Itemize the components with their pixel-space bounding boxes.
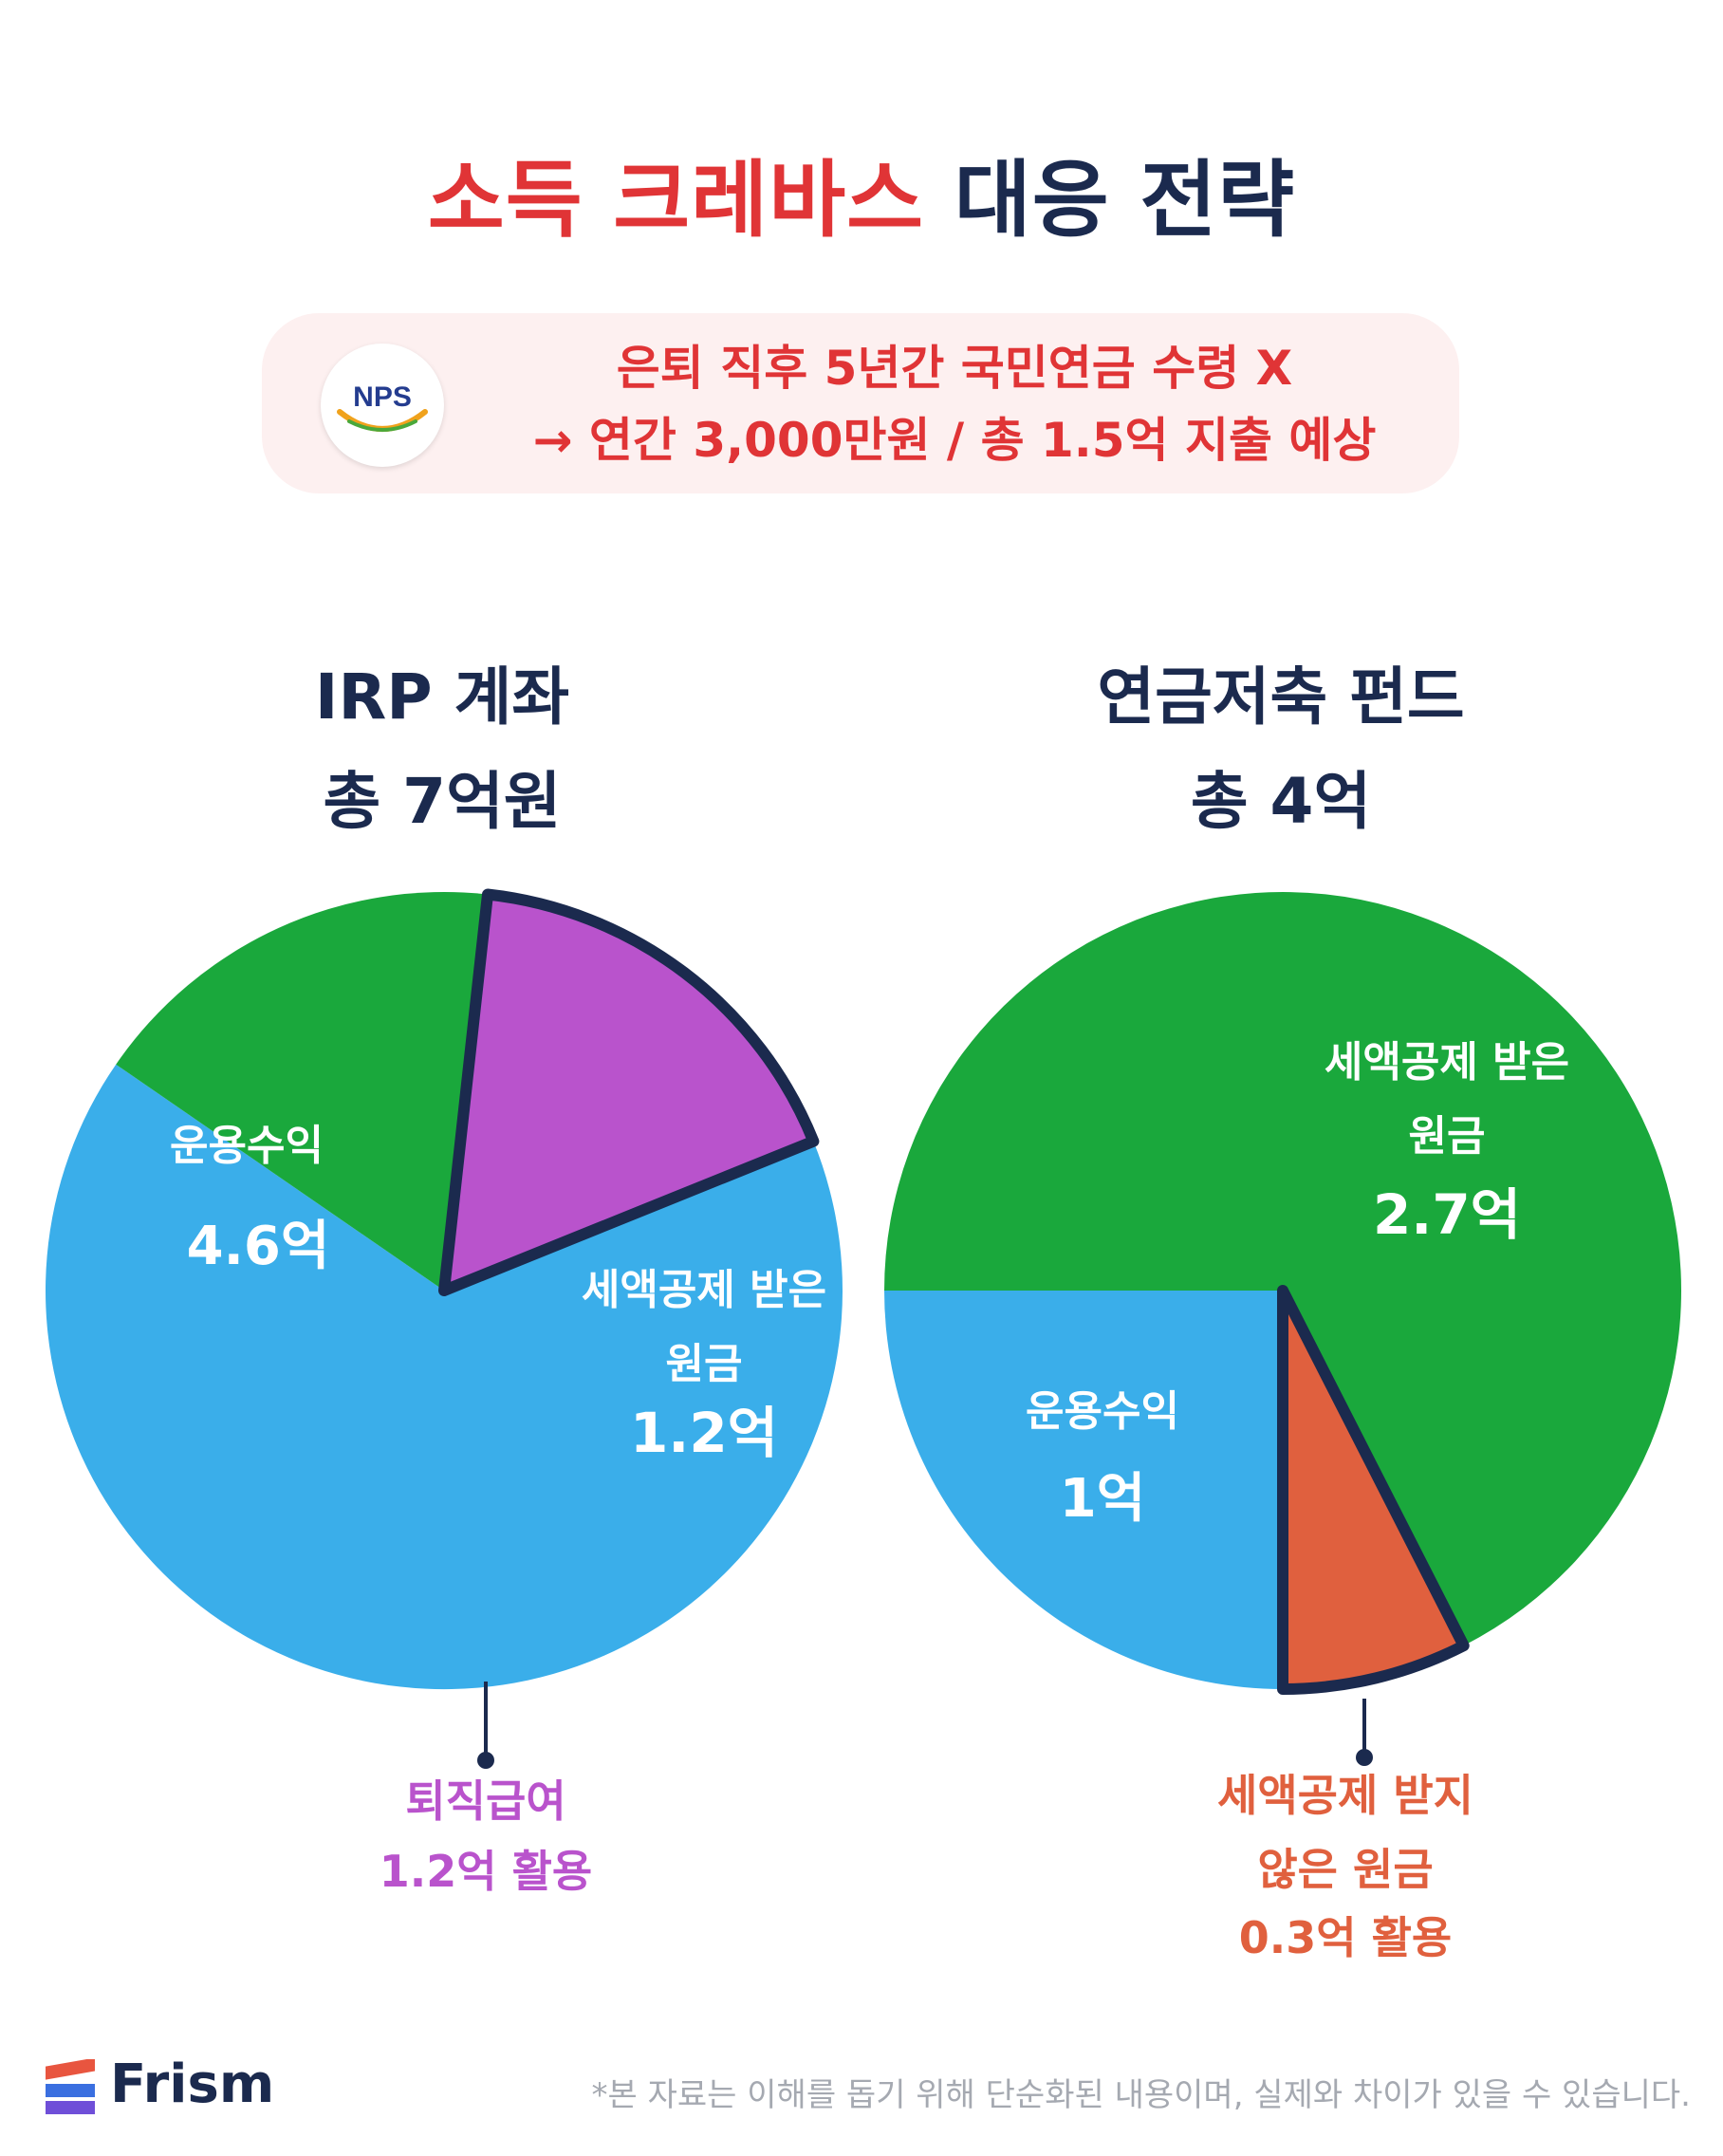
slice-label: 운용수익 xyxy=(1026,1387,1179,1436)
pie-slice xyxy=(116,891,488,1291)
notice-text: 은퇴 직후 5년간 국민연금 수령 X → 연간 3,000만원 / 총 1.5… xyxy=(480,332,1429,476)
slice-label: 원금 xyxy=(1409,1112,1486,1161)
pension-chart-heading: 연금저축 펀드 총 4억 xyxy=(949,645,1613,854)
slice-value: 1.2억 활용 xyxy=(380,1846,592,1897)
nps-logo-icon: NPS xyxy=(337,381,428,432)
slice-label: 퇴직급여 xyxy=(405,1775,565,1827)
pie-slice xyxy=(884,1291,1283,1689)
pie-slice xyxy=(884,891,1681,1646)
slice-label: 세액공제 받지 xyxy=(1217,1770,1473,1821)
frism-logo-icon xyxy=(46,2059,95,2114)
notice-banner: NPS 은퇴 직후 5년간 국민연금 수령 X → 연간 3,000만원 / 총… xyxy=(262,313,1459,493)
slice-value: 1.2억 xyxy=(630,1401,778,1465)
slice-label: 원금 xyxy=(666,1340,743,1388)
nps-logo-text: NPS xyxy=(353,381,412,413)
pension-chart-title: 연금저축 펀드 xyxy=(1097,660,1465,734)
pension-chart-subtitle: 총 4억 xyxy=(1190,765,1372,838)
slice-value: 0.3억 활용 xyxy=(1239,1912,1452,1963)
nps-logo: NPS xyxy=(321,344,444,467)
irp-chart-title: IRP 계좌 xyxy=(314,660,570,734)
slice-value: 4.6억 xyxy=(187,1216,330,1277)
pie-slice xyxy=(45,1064,843,1690)
slice-value: 1억 xyxy=(1060,1468,1146,1530)
irp-chart-subtitle: 총 7억원 xyxy=(323,765,562,838)
notice-line-2: → 연간 3,000만원 / 총 1.5억 지출 예상 xyxy=(532,413,1377,468)
disclaimer: *본 자료는 이해를 돕기 위해 단순화된 내용이며, 실제와 차이가 있을 수… xyxy=(591,2076,1691,2114)
page-title: 소득 크레바스 대응 전략 xyxy=(0,133,1723,253)
leader-dot xyxy=(1356,1749,1373,1766)
title-rest: 대응 전략 xyxy=(954,151,1296,249)
slice-value: 2.7억 xyxy=(1373,1182,1521,1247)
brand-name: Frism xyxy=(110,2054,275,2115)
notice-line-1: 은퇴 직후 5년간 국민연금 수령 X xyxy=(616,341,1293,396)
title-highlight: 소득 크레바스 xyxy=(427,151,925,249)
pie-slice-highlighted xyxy=(1277,1285,1470,1695)
slice-label: 않은 원금 xyxy=(1257,1844,1433,1895)
leader-dot xyxy=(477,1752,494,1769)
irp-chart-heading: IRP 계좌 총 7억원 xyxy=(110,645,774,854)
slice-label: 운용수익 xyxy=(170,1122,324,1170)
pie-slice-highlighted xyxy=(438,888,820,1296)
slice-label: 세액공제 받은 xyxy=(582,1266,826,1314)
slice-label: 세액공제 받은 xyxy=(1325,1038,1569,1087)
